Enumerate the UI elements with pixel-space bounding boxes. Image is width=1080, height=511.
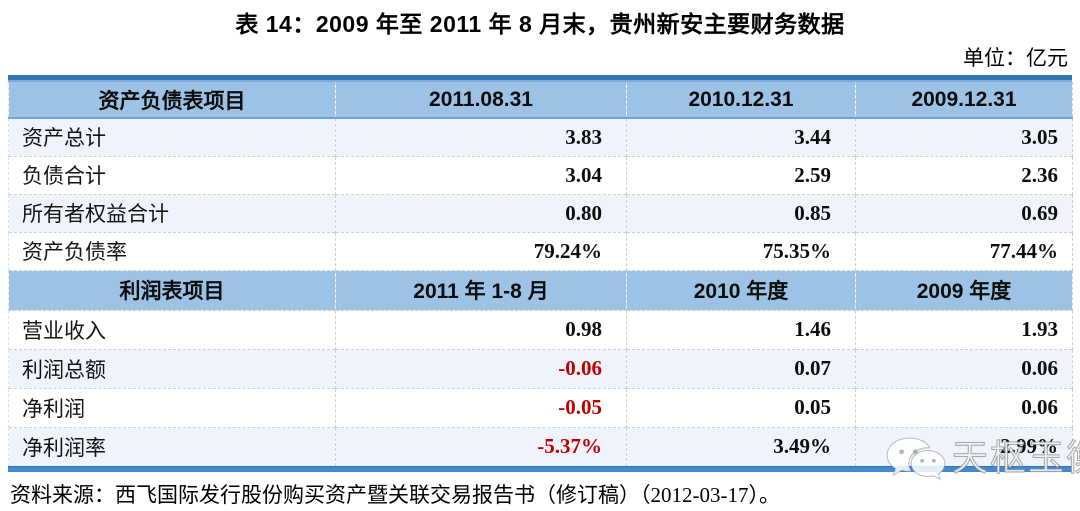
- table-row-net-profit-margin: 净利润率 -5.37% 3.49% 2.99%: [8, 426, 1073, 466]
- source-note: 资料来源：西飞国际发行股份购买资产暨关联交易报告书（修订稿）（2012-03-1…: [10, 483, 780, 507]
- table-bottom-border: [8, 466, 1072, 472]
- cell-value: 0.85: [626, 193, 856, 232]
- financial-table-container: 资产负债表项目 2011.08.31 2010.12.31 2009.12.31…: [8, 75, 1073, 472]
- table-row-owners-equity: 所有者权益合计 0.80 0.85 0.69: [8, 193, 1073, 232]
- unit-label: 单位：亿元: [963, 46, 1068, 70]
- row-label: 净利润: [8, 387, 336, 427]
- financial-table: 资产负债表项目 2011.08.31 2010.12.31 2009.12.31…: [8, 82, 1073, 466]
- row-label: 营业收入: [8, 310, 336, 349]
- cell-value: 0.98: [335, 310, 627, 349]
- table-row-net-profit: 净利润 -0.05 0.05 0.06: [8, 387, 1073, 427]
- cell-value: 2.59: [626, 155, 856, 194]
- cell-value: 1.93: [855, 310, 1073, 349]
- row-label: 所有者权益合计: [8, 193, 336, 232]
- row-label: 资产总计: [8, 118, 336, 156]
- table-row-total-assets: 资产总计 3.83 3.44 3.05: [8, 118, 1073, 156]
- row-label: 资产负债率: [8, 231, 336, 270]
- row-label: 利润总额: [8, 348, 336, 388]
- cell-value: 2.99%: [855, 426, 1073, 466]
- column-header-2009-annual: 2009 年度: [855, 269, 1073, 311]
- cell-value: 2.36: [855, 155, 1073, 194]
- table-row-total-profit: 利润总额 -0.06 0.07 0.06: [8, 348, 1073, 388]
- cell-value: -5.37%: [335, 426, 627, 466]
- cell-value: 75.35%: [626, 231, 856, 270]
- row-label: 负债合计: [8, 155, 336, 194]
- column-header-2011-08-31: 2011.08.31: [335, 82, 627, 119]
- cell-value: 0.69: [855, 193, 1073, 232]
- cell-value: 3.44: [626, 118, 856, 156]
- cell-value: 3.49%: [626, 426, 856, 466]
- column-header-2009-12-31: 2009.12.31: [855, 82, 1073, 119]
- balance-sheet-section-title: 资产负债表项目: [8, 82, 336, 119]
- table-row-total-liabilities: 负债合计 3.04 2.59 2.36: [8, 155, 1073, 194]
- cell-value: 1.46: [626, 310, 856, 349]
- cell-value: 3.83: [335, 118, 627, 156]
- table-row-operating-revenue: 营业收入 0.98 1.46 1.93: [8, 310, 1073, 349]
- cell-value: -0.05: [335, 387, 627, 427]
- balance-sheet-header-row: 资产负债表项目 2011.08.31 2010.12.31 2009.12.31: [8, 82, 1073, 119]
- page-title: 表 14：2009 年至 2011 年 8 月末，贵州新安主要财务数据: [235, 11, 845, 37]
- table-row-debt-ratio: 资产负债率 79.24% 75.35% 77.44%: [8, 231, 1073, 270]
- table-top-border-light: [8, 80, 1072, 82]
- cell-value: 0.05: [626, 387, 856, 427]
- cell-value: 79.24%: [335, 231, 627, 270]
- income-statement-header-row: 利润表项目 2011 年 1-8 月 2010 年度 2009 年度: [8, 269, 1073, 311]
- row-label: 净利润率: [8, 426, 336, 466]
- column-header-2010-annual: 2010 年度: [626, 269, 856, 311]
- cell-value: 0.07: [626, 348, 856, 388]
- income-statement-section-title: 利润表项目: [8, 269, 336, 311]
- table-top-border-dark: [8, 75, 1072, 80]
- cell-value: -0.06: [335, 348, 627, 388]
- column-header-2011-jan-aug: 2011 年 1-8 月: [335, 269, 627, 311]
- cell-value: 3.04: [335, 155, 627, 194]
- cell-value: 77.44%: [855, 231, 1073, 270]
- cell-value: 3.05: [855, 118, 1073, 156]
- cell-value: 0.06: [855, 348, 1073, 388]
- cell-value: 0.06: [855, 387, 1073, 427]
- column-header-2010-12-31: 2010.12.31: [626, 82, 856, 119]
- cell-value: 0.80: [335, 193, 627, 232]
